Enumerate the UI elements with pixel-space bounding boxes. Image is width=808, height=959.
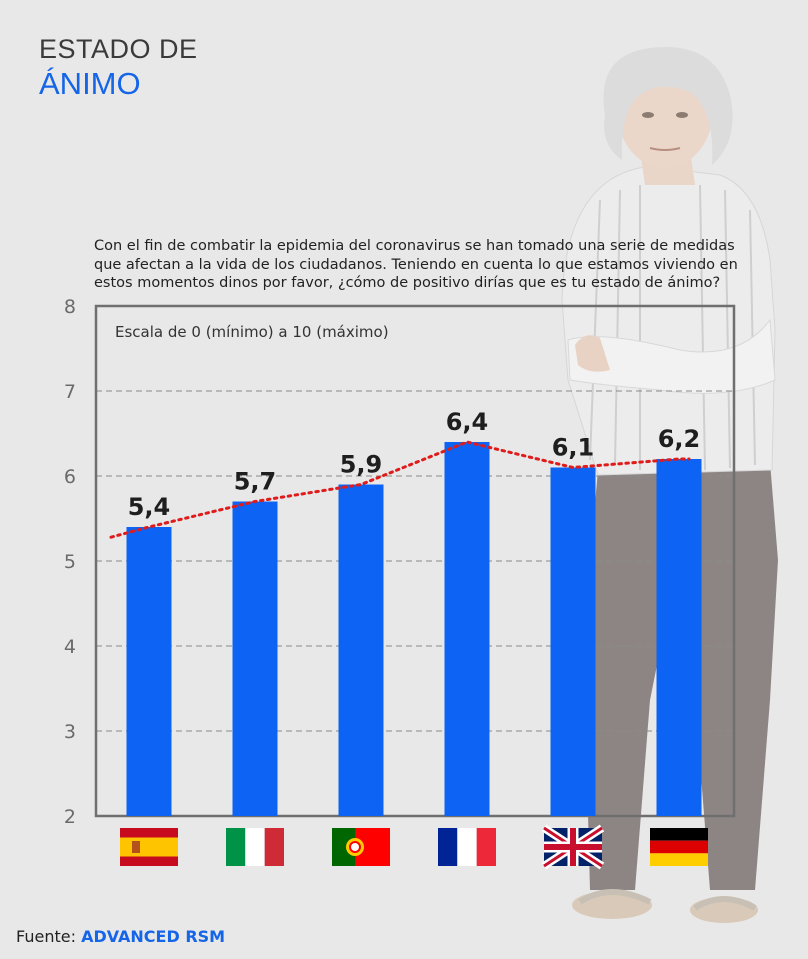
y-tick-label: 5 xyxy=(64,551,76,573)
y-tick-label: 3 xyxy=(64,721,76,743)
portugal-flag-icon xyxy=(332,828,390,866)
title-line-1: ESTADO DE xyxy=(39,34,198,64)
italy-flag-icon xyxy=(226,828,284,866)
scale-note: Escala de 0 (mínimo) a 10 (máximo) xyxy=(115,323,389,341)
value-label: 6,4 xyxy=(446,408,489,436)
title-line-2: ÁNIMO xyxy=(39,66,141,101)
value-label: 6,2 xyxy=(658,425,701,453)
y-tick-label: 8 xyxy=(64,296,76,318)
bar xyxy=(338,484,384,816)
bar xyxy=(444,442,490,816)
value-label: 5,7 xyxy=(234,468,277,496)
bar xyxy=(550,467,596,816)
spain-flag-icon xyxy=(120,828,178,866)
grid-lines xyxy=(96,390,734,732)
bar xyxy=(656,459,702,816)
uk-flag-icon xyxy=(541,824,605,870)
y-tick-label: 4 xyxy=(64,636,76,658)
footer-prefix: Fuente: xyxy=(16,927,76,946)
footer-source: Fuente: ADVANCED RSM xyxy=(16,927,225,946)
y-axis-ticks: 2 3 4 5 6 7 8 xyxy=(64,296,76,828)
bars xyxy=(126,442,702,816)
y-tick-label: 7 xyxy=(64,381,76,403)
value-label: 6,1 xyxy=(552,434,595,462)
footer-source-name: ADVANCED RSM xyxy=(81,927,226,946)
value-labels: 5,4 5,7 5,9 6,4 6,1 6,2 xyxy=(128,408,701,521)
plot-frame xyxy=(94,304,736,818)
trend-line xyxy=(109,440,691,539)
value-label: 5,4 xyxy=(128,493,171,521)
y-tick-label: 2 xyxy=(64,806,76,828)
bar xyxy=(232,501,278,816)
france-flag-icon xyxy=(438,828,496,866)
survey-question: Con el fin de combatir la epidemia del c… xyxy=(94,238,738,291)
value-label: 5,9 xyxy=(340,451,383,479)
bar xyxy=(126,527,172,816)
germany-flag-icon xyxy=(650,828,708,866)
y-tick-label: 6 xyxy=(64,466,76,488)
